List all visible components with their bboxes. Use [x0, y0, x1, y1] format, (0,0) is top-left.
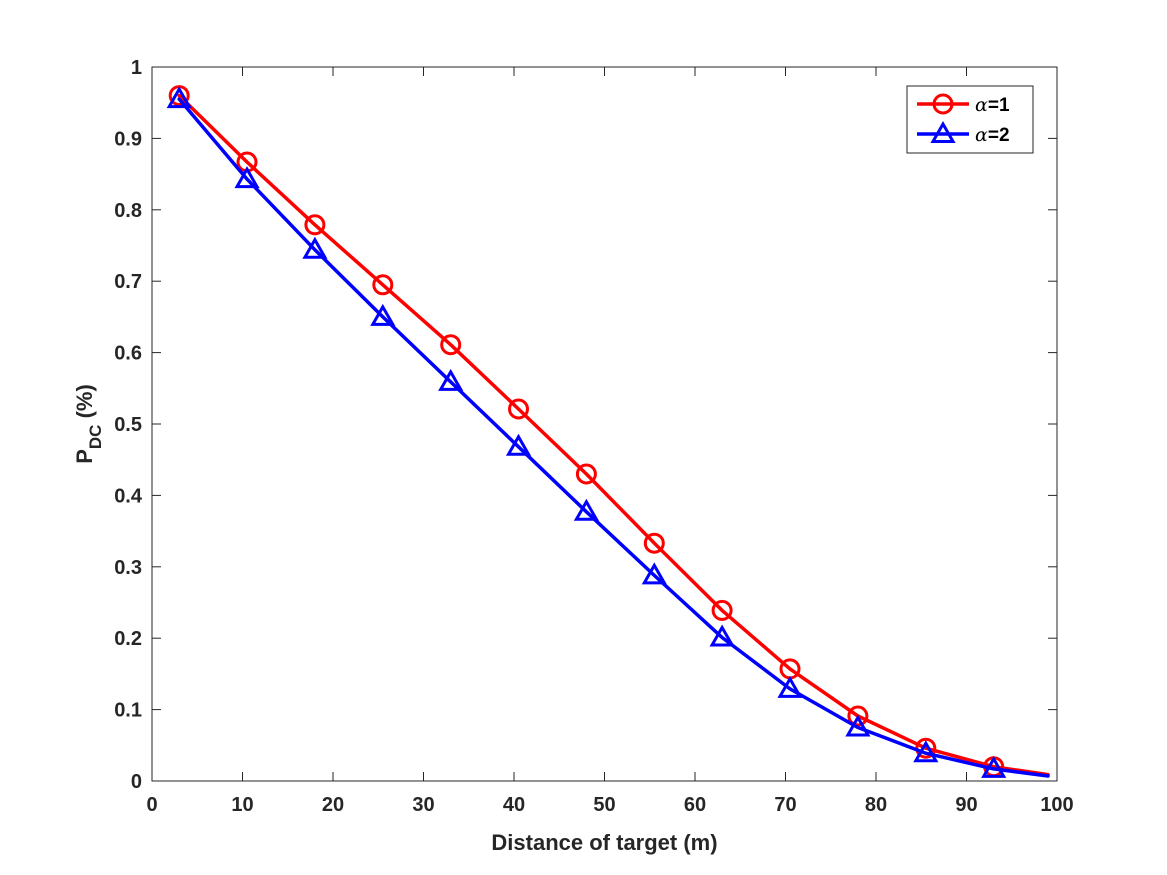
- series-line-alpha-2: [177, 97, 1050, 778]
- data-point-alpha-1-7: [643, 532, 665, 554]
- y-tick-label-8: 0.8: [114, 200, 142, 222]
- x-tick-label-40: 40: [503, 794, 525, 816]
- data-point-alpha-2-7: [641, 562, 667, 585]
- legend-entry-alpha-1: α=1: [917, 93, 1010, 116]
- ticks-layer: 0 10 20 30 40 50 60 70 80 90 100 0 0.1 0.2 0.3 0.4 0.5 0.…: [114, 57, 1074, 816]
- legend-label-alpha-1: =1: [988, 95, 1010, 116]
- data-point-alpha-1-6: [575, 463, 597, 485]
- svg-text:α=2: α=2: [975, 124, 1010, 146]
- axes-box: [151, 66, 1058, 782]
- data-point-alpha-2-12: [981, 755, 1007, 778]
- x-tick-label-80: 80: [865, 794, 887, 816]
- x-tick-label-0: 0: [146, 794, 157, 816]
- y-axis-label-suffix: (%): [72, 384, 97, 424]
- x-tick-label-100: 100: [1040, 794, 1073, 816]
- series-layer: [166, 85, 1050, 778]
- y-tick-label-1: 0.1: [114, 700, 142, 722]
- y-tick-label-9: 0.9: [114, 128, 142, 150]
- plot-area: [151, 66, 1058, 782]
- x-axis-label: Distance of target (m): [491, 830, 717, 855]
- x-tick-label-70: 70: [774, 794, 796, 816]
- legend: α=1 α=2: [906, 85, 1034, 154]
- legend-label-alpha-2: =2: [988, 125, 1010, 146]
- x-tick-label-60: 60: [684, 794, 706, 816]
- legend-entry-alpha-2: α=2: [917, 120, 1010, 146]
- y-tick-label-2: 0.2: [114, 628, 142, 650]
- legend-box: [906, 85, 1034, 154]
- x-tick-label-90: 90: [955, 794, 977, 816]
- data-point-alpha-2-5: [505, 433, 532, 456]
- y-tick-label-5: 0.5: [114, 414, 142, 436]
- data-point-alpha-2-3: [370, 303, 396, 326]
- y-tick-label-10: 1: [131, 57, 142, 79]
- data-point-alpha-1-2: [304, 214, 326, 236]
- data-point-alpha-2-10: [845, 714, 871, 737]
- y-axis-label-subscript: DC: [86, 425, 105, 450]
- y-axis-label: PDC (%): [72, 384, 105, 464]
- data-point-alpha-1-5: [508, 398, 529, 420]
- svg-text:α=1: α=1: [975, 94, 1010, 116]
- x-tick-label-50: 50: [593, 794, 615, 816]
- data-point-alpha-2-8: [709, 624, 735, 647]
- legend-circle-marker: [932, 93, 954, 115]
- y-tick-label-4: 0.4: [114, 485, 143, 507]
- y-tick-label-7: 0.7: [114, 271, 142, 293]
- legend-symbol-alpha-1: α: [975, 94, 988, 116]
- data-point-alpha-1-8: [711, 599, 733, 621]
- y-tick-label-3: 0.3: [114, 557, 142, 579]
- data-point-alpha-2-4: [438, 368, 464, 391]
- data-point-alpha-2-11: [913, 740, 939, 763]
- legend-symbol-alpha-2: α: [975, 124, 988, 146]
- data-point-alpha-2-6: [573, 498, 599, 521]
- data-point-alpha-2-2: [302, 236, 328, 259]
- y-tick-label-6: 0.6: [114, 343, 142, 365]
- data-point-alpha-2-9: [777, 675, 803, 698]
- y-axis-label-main: P: [72, 449, 97, 464]
- x-tick-label-20: 20: [322, 794, 344, 816]
- legend-triangle-marker: [930, 120, 956, 143]
- data-point-alpha-1-3: [372, 274, 394, 296]
- x-tick-label-30: 30: [412, 794, 434, 816]
- data-point-alpha-2-1: [234, 166, 260, 189]
- data-point-alpha-2-0: [166, 86, 192, 109]
- x-tick-label-10: 10: [231, 794, 253, 816]
- data-point-alpha-1-4: [440, 334, 462, 356]
- y-tick-label-0: 0: [131, 771, 142, 793]
- data-point-alpha-1-10: [847, 705, 869, 727]
- svg-text:PDC (%): PDC (%): [72, 384, 105, 464]
- series-line-alpha-1: [177, 93, 1050, 777]
